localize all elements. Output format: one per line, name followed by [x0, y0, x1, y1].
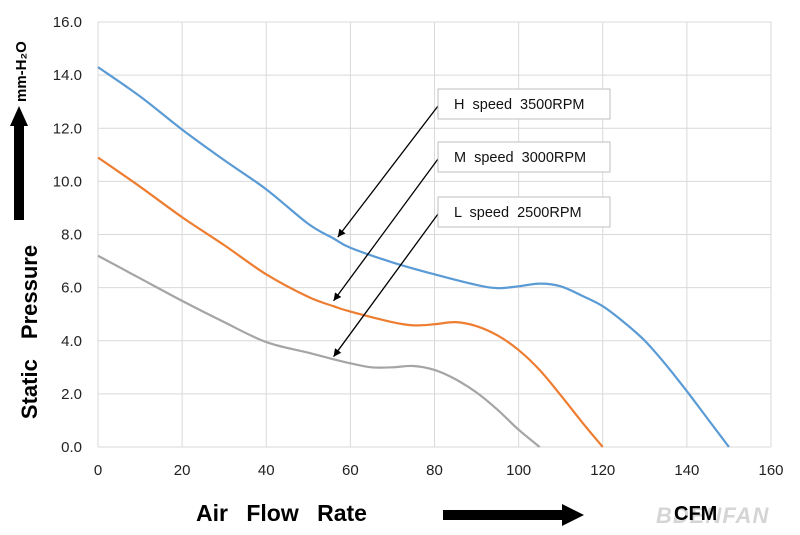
legend-label: H speed 3500RPM [454, 97, 585, 113]
y-tick-label: 6.0 [61, 280, 82, 297]
callout-arrow [333, 213, 439, 358]
y-tick-label: 0.0 [61, 439, 82, 456]
series-line-m-speed [97, 156, 604, 448]
chart-grid [97, 21, 772, 448]
legend-label: M speed 3000RPM [454, 150, 586, 166]
x-axis-arrow-head [562, 504, 584, 526]
x-tick-labels: 0 20 40 60 80 100 120 140 160 [94, 462, 784, 479]
x-axis-unit: CFM [674, 503, 718, 525]
y-axis-title: Static Pressure [17, 245, 42, 419]
y-tick-label: 14.0 [53, 67, 82, 84]
y-axis-arrow-shaft [14, 125, 24, 220]
y-tick-label: 4.0 [61, 333, 82, 350]
x-tick-label: 160 [758, 462, 783, 479]
callout-arrow [333, 158, 439, 302]
x-tick-label: 100 [506, 462, 531, 479]
y-tick-label: 12.0 [53, 120, 82, 137]
y-axis-unit: mm-H₂O [13, 41, 30, 102]
y-tick-label: 16.0 [53, 14, 82, 31]
legend-label: L speed 2500RPM [454, 205, 582, 221]
y-tick-label: 2.0 [61, 386, 82, 403]
x-tick-label: 0 [94, 462, 102, 479]
y-tick-labels: 0.0 2.0 4.0 6.0 8.0 10.0 12.0 14.0 16.0 [53, 14, 82, 456]
callout-box [437, 88, 611, 120]
series-line-l-speed [97, 254, 541, 448]
y-axis-arrow-head [10, 106, 28, 126]
x-axis-title: Air Flow Rate [196, 500, 367, 526]
x-axis-arrow-shaft [443, 510, 563, 520]
brand-watermark: BDENFAN [656, 503, 770, 528]
x-tick-label: 80 [426, 462, 443, 479]
callout-box [437, 141, 611, 173]
x-tick-label: 60 [342, 462, 359, 479]
chart-series [97, 66, 730, 448]
x-tick-label: 40 [258, 462, 275, 479]
callout-arrow [337, 105, 439, 238]
y-tick-label: 10.0 [53, 173, 82, 190]
callout-box [437, 196, 611, 228]
series-line-h-speed [97, 66, 730, 448]
series-callouts: H speed 3500RPM M speed 3000RPM L speed 25… [333, 88, 611, 358]
x-tick-label: 140 [674, 462, 699, 479]
x-tick-label: 20 [174, 462, 191, 479]
y-tick-label: 8.0 [61, 227, 82, 244]
x-tick-label: 120 [590, 462, 615, 479]
